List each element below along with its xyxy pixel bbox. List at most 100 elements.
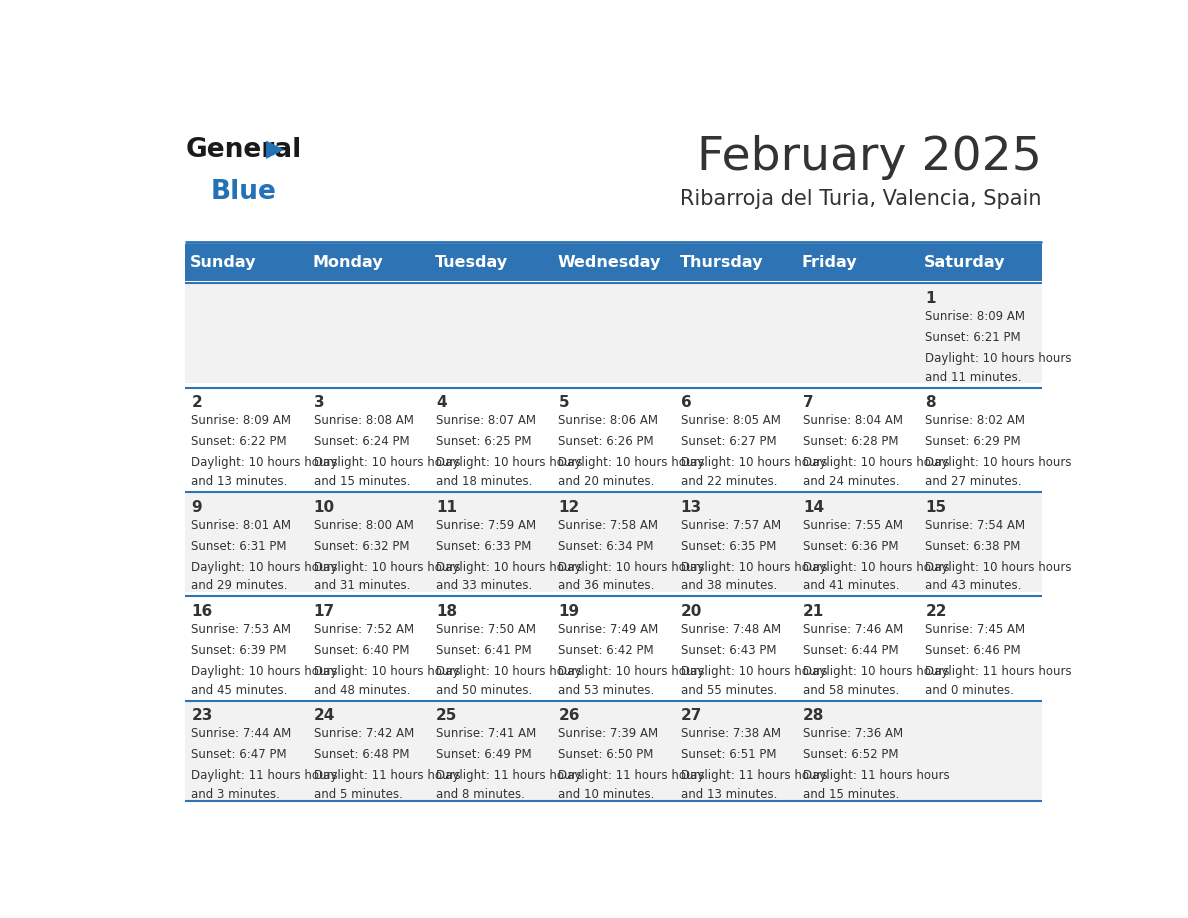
Text: Sunrise: 7:44 AM: Sunrise: 7:44 AM: [191, 727, 292, 740]
Text: 3: 3: [314, 396, 324, 410]
Text: and 3 minutes.: and 3 minutes.: [191, 788, 280, 800]
Text: Thursday: Thursday: [680, 255, 763, 270]
Text: Wednesday: Wednesday: [557, 255, 661, 270]
Text: Daylight: 11 hours hours: Daylight: 11 hours hours: [925, 665, 1072, 678]
Text: and 13 minutes.: and 13 minutes.: [681, 788, 777, 800]
Text: Daylight: 10 hours hours: Daylight: 10 hours hours: [191, 561, 337, 574]
Text: and 38 minutes.: and 38 minutes.: [681, 579, 777, 592]
Text: 19: 19: [558, 604, 580, 619]
Text: Sunrise: 7:36 AM: Sunrise: 7:36 AM: [803, 727, 903, 740]
Text: Ribarroja del Turia, Valencia, Spain: Ribarroja del Turia, Valencia, Spain: [680, 189, 1042, 209]
Text: Sunset: 6:22 PM: Sunset: 6:22 PM: [191, 435, 287, 448]
Text: and 15 minutes.: and 15 minutes.: [803, 788, 899, 800]
Text: Sunset: 6:33 PM: Sunset: 6:33 PM: [436, 540, 531, 553]
Text: Daylight: 10 hours hours: Daylight: 10 hours hours: [314, 456, 460, 469]
Text: Daylight: 11 hours hours: Daylight: 11 hours hours: [191, 769, 339, 782]
Text: Sunset: 6:44 PM: Sunset: 6:44 PM: [803, 644, 898, 657]
Text: Sunset: 6:24 PM: Sunset: 6:24 PM: [314, 435, 410, 448]
Text: 9: 9: [191, 499, 202, 515]
Text: Sunset: 6:48 PM: Sunset: 6:48 PM: [314, 748, 409, 761]
Text: and 58 minutes.: and 58 minutes.: [803, 684, 899, 697]
Text: and 31 minutes.: and 31 minutes.: [314, 579, 410, 592]
Text: Sunset: 6:21 PM: Sunset: 6:21 PM: [925, 331, 1020, 344]
Text: Sunrise: 7:58 AM: Sunrise: 7:58 AM: [558, 519, 658, 532]
Text: Sunrise: 7:57 AM: Sunrise: 7:57 AM: [681, 519, 781, 532]
Text: Sunrise: 7:39 AM: Sunrise: 7:39 AM: [558, 727, 658, 740]
Text: Daylight: 10 hours hours: Daylight: 10 hours hours: [803, 665, 949, 678]
Text: General: General: [185, 137, 302, 163]
Text: Sunset: 6:26 PM: Sunset: 6:26 PM: [558, 435, 655, 448]
Text: 13: 13: [681, 499, 702, 515]
Text: 14: 14: [803, 499, 824, 515]
Text: Daylight: 10 hours hours: Daylight: 10 hours hours: [191, 665, 337, 678]
Text: Sunrise: 7:38 AM: Sunrise: 7:38 AM: [681, 727, 781, 740]
Text: and 53 minutes.: and 53 minutes.: [558, 684, 655, 697]
Text: and 5 minutes.: and 5 minutes.: [314, 788, 403, 800]
FancyBboxPatch shape: [185, 387, 1042, 487]
Text: 16: 16: [191, 604, 213, 619]
Text: and 0 minutes.: and 0 minutes.: [925, 684, 1015, 697]
Text: 11: 11: [436, 499, 457, 515]
Text: Daylight: 11 hours hours: Daylight: 11 hours hours: [681, 769, 827, 782]
Text: Daylight: 11 hours hours: Daylight: 11 hours hours: [558, 769, 704, 782]
Text: 7: 7: [803, 396, 814, 410]
Text: Daylight: 10 hours hours: Daylight: 10 hours hours: [925, 456, 1072, 469]
Text: 18: 18: [436, 604, 457, 619]
Text: Sunset: 6:32 PM: Sunset: 6:32 PM: [314, 540, 409, 553]
Text: Daylight: 10 hours hours: Daylight: 10 hours hours: [436, 561, 582, 574]
Text: Sunrise: 8:02 AM: Sunrise: 8:02 AM: [925, 414, 1025, 428]
Text: and 15 minutes.: and 15 minutes.: [314, 475, 410, 487]
Text: and 11 minutes.: and 11 minutes.: [925, 371, 1022, 384]
FancyBboxPatch shape: [185, 244, 1042, 281]
Text: Sunset: 6:50 PM: Sunset: 6:50 PM: [558, 748, 653, 761]
Text: Blue: Blue: [211, 179, 277, 205]
Text: 20: 20: [681, 604, 702, 619]
Text: Sunset: 6:42 PM: Sunset: 6:42 PM: [558, 644, 655, 657]
Text: and 27 minutes.: and 27 minutes.: [925, 475, 1022, 487]
Text: and 41 minutes.: and 41 minutes.: [803, 579, 899, 592]
FancyBboxPatch shape: [185, 284, 1042, 384]
Text: Sunset: 6:43 PM: Sunset: 6:43 PM: [681, 644, 776, 657]
Text: Daylight: 10 hours hours: Daylight: 10 hours hours: [681, 456, 827, 469]
Text: Daylight: 10 hours hours: Daylight: 10 hours hours: [558, 561, 704, 574]
Text: Sunset: 6:27 PM: Sunset: 6:27 PM: [681, 435, 776, 448]
Text: Sunrise: 7:48 AM: Sunrise: 7:48 AM: [681, 623, 781, 636]
Text: Sunrise: 8:01 AM: Sunrise: 8:01 AM: [191, 519, 291, 532]
Text: Sunset: 6:36 PM: Sunset: 6:36 PM: [803, 540, 898, 553]
Text: and 43 minutes.: and 43 minutes.: [925, 579, 1022, 592]
Text: Sunrise: 7:45 AM: Sunrise: 7:45 AM: [925, 623, 1025, 636]
Text: Sunset: 6:38 PM: Sunset: 6:38 PM: [925, 540, 1020, 553]
Text: 23: 23: [191, 709, 213, 723]
Text: 5: 5: [558, 396, 569, 410]
Text: and 33 minutes.: and 33 minutes.: [436, 579, 532, 592]
Text: Sunset: 6:51 PM: Sunset: 6:51 PM: [681, 748, 776, 761]
Text: 25: 25: [436, 709, 457, 723]
Text: Sunrise: 7:42 AM: Sunrise: 7:42 AM: [314, 727, 413, 740]
Text: Sunset: 6:52 PM: Sunset: 6:52 PM: [803, 748, 898, 761]
Text: Daylight: 11 hours hours: Daylight: 11 hours hours: [314, 769, 461, 782]
Text: and 24 minutes.: and 24 minutes.: [803, 475, 899, 487]
Text: 12: 12: [558, 499, 580, 515]
Text: Sunset: 6:39 PM: Sunset: 6:39 PM: [191, 644, 287, 657]
Text: Daylight: 10 hours hours: Daylight: 10 hours hours: [558, 665, 704, 678]
Text: Sunset: 6:41 PM: Sunset: 6:41 PM: [436, 644, 532, 657]
Text: Sunrise: 7:46 AM: Sunrise: 7:46 AM: [803, 623, 903, 636]
Text: Daylight: 11 hours hours: Daylight: 11 hours hours: [803, 769, 949, 782]
Text: and 18 minutes.: and 18 minutes.: [436, 475, 532, 487]
Text: Daylight: 10 hours hours: Daylight: 10 hours hours: [803, 561, 949, 574]
Text: 21: 21: [803, 604, 824, 619]
Text: Monday: Monday: [312, 255, 384, 270]
Text: Daylight: 10 hours hours: Daylight: 10 hours hours: [925, 353, 1072, 365]
Text: and 10 minutes.: and 10 minutes.: [558, 788, 655, 800]
Text: 22: 22: [925, 604, 947, 619]
Text: Daylight: 10 hours hours: Daylight: 10 hours hours: [314, 561, 460, 574]
Text: Sunset: 6:40 PM: Sunset: 6:40 PM: [314, 644, 409, 657]
Text: Daylight: 10 hours hours: Daylight: 10 hours hours: [803, 456, 949, 469]
Text: Saturday: Saturday: [924, 255, 1006, 270]
Text: ▶: ▶: [266, 137, 284, 161]
Text: Sunset: 6:28 PM: Sunset: 6:28 PM: [803, 435, 898, 448]
Text: Sunrise: 8:04 AM: Sunrise: 8:04 AM: [803, 414, 903, 428]
Text: Sunset: 6:35 PM: Sunset: 6:35 PM: [681, 540, 776, 553]
Text: Sunrise: 8:07 AM: Sunrise: 8:07 AM: [436, 414, 536, 428]
Text: 4: 4: [436, 396, 447, 410]
